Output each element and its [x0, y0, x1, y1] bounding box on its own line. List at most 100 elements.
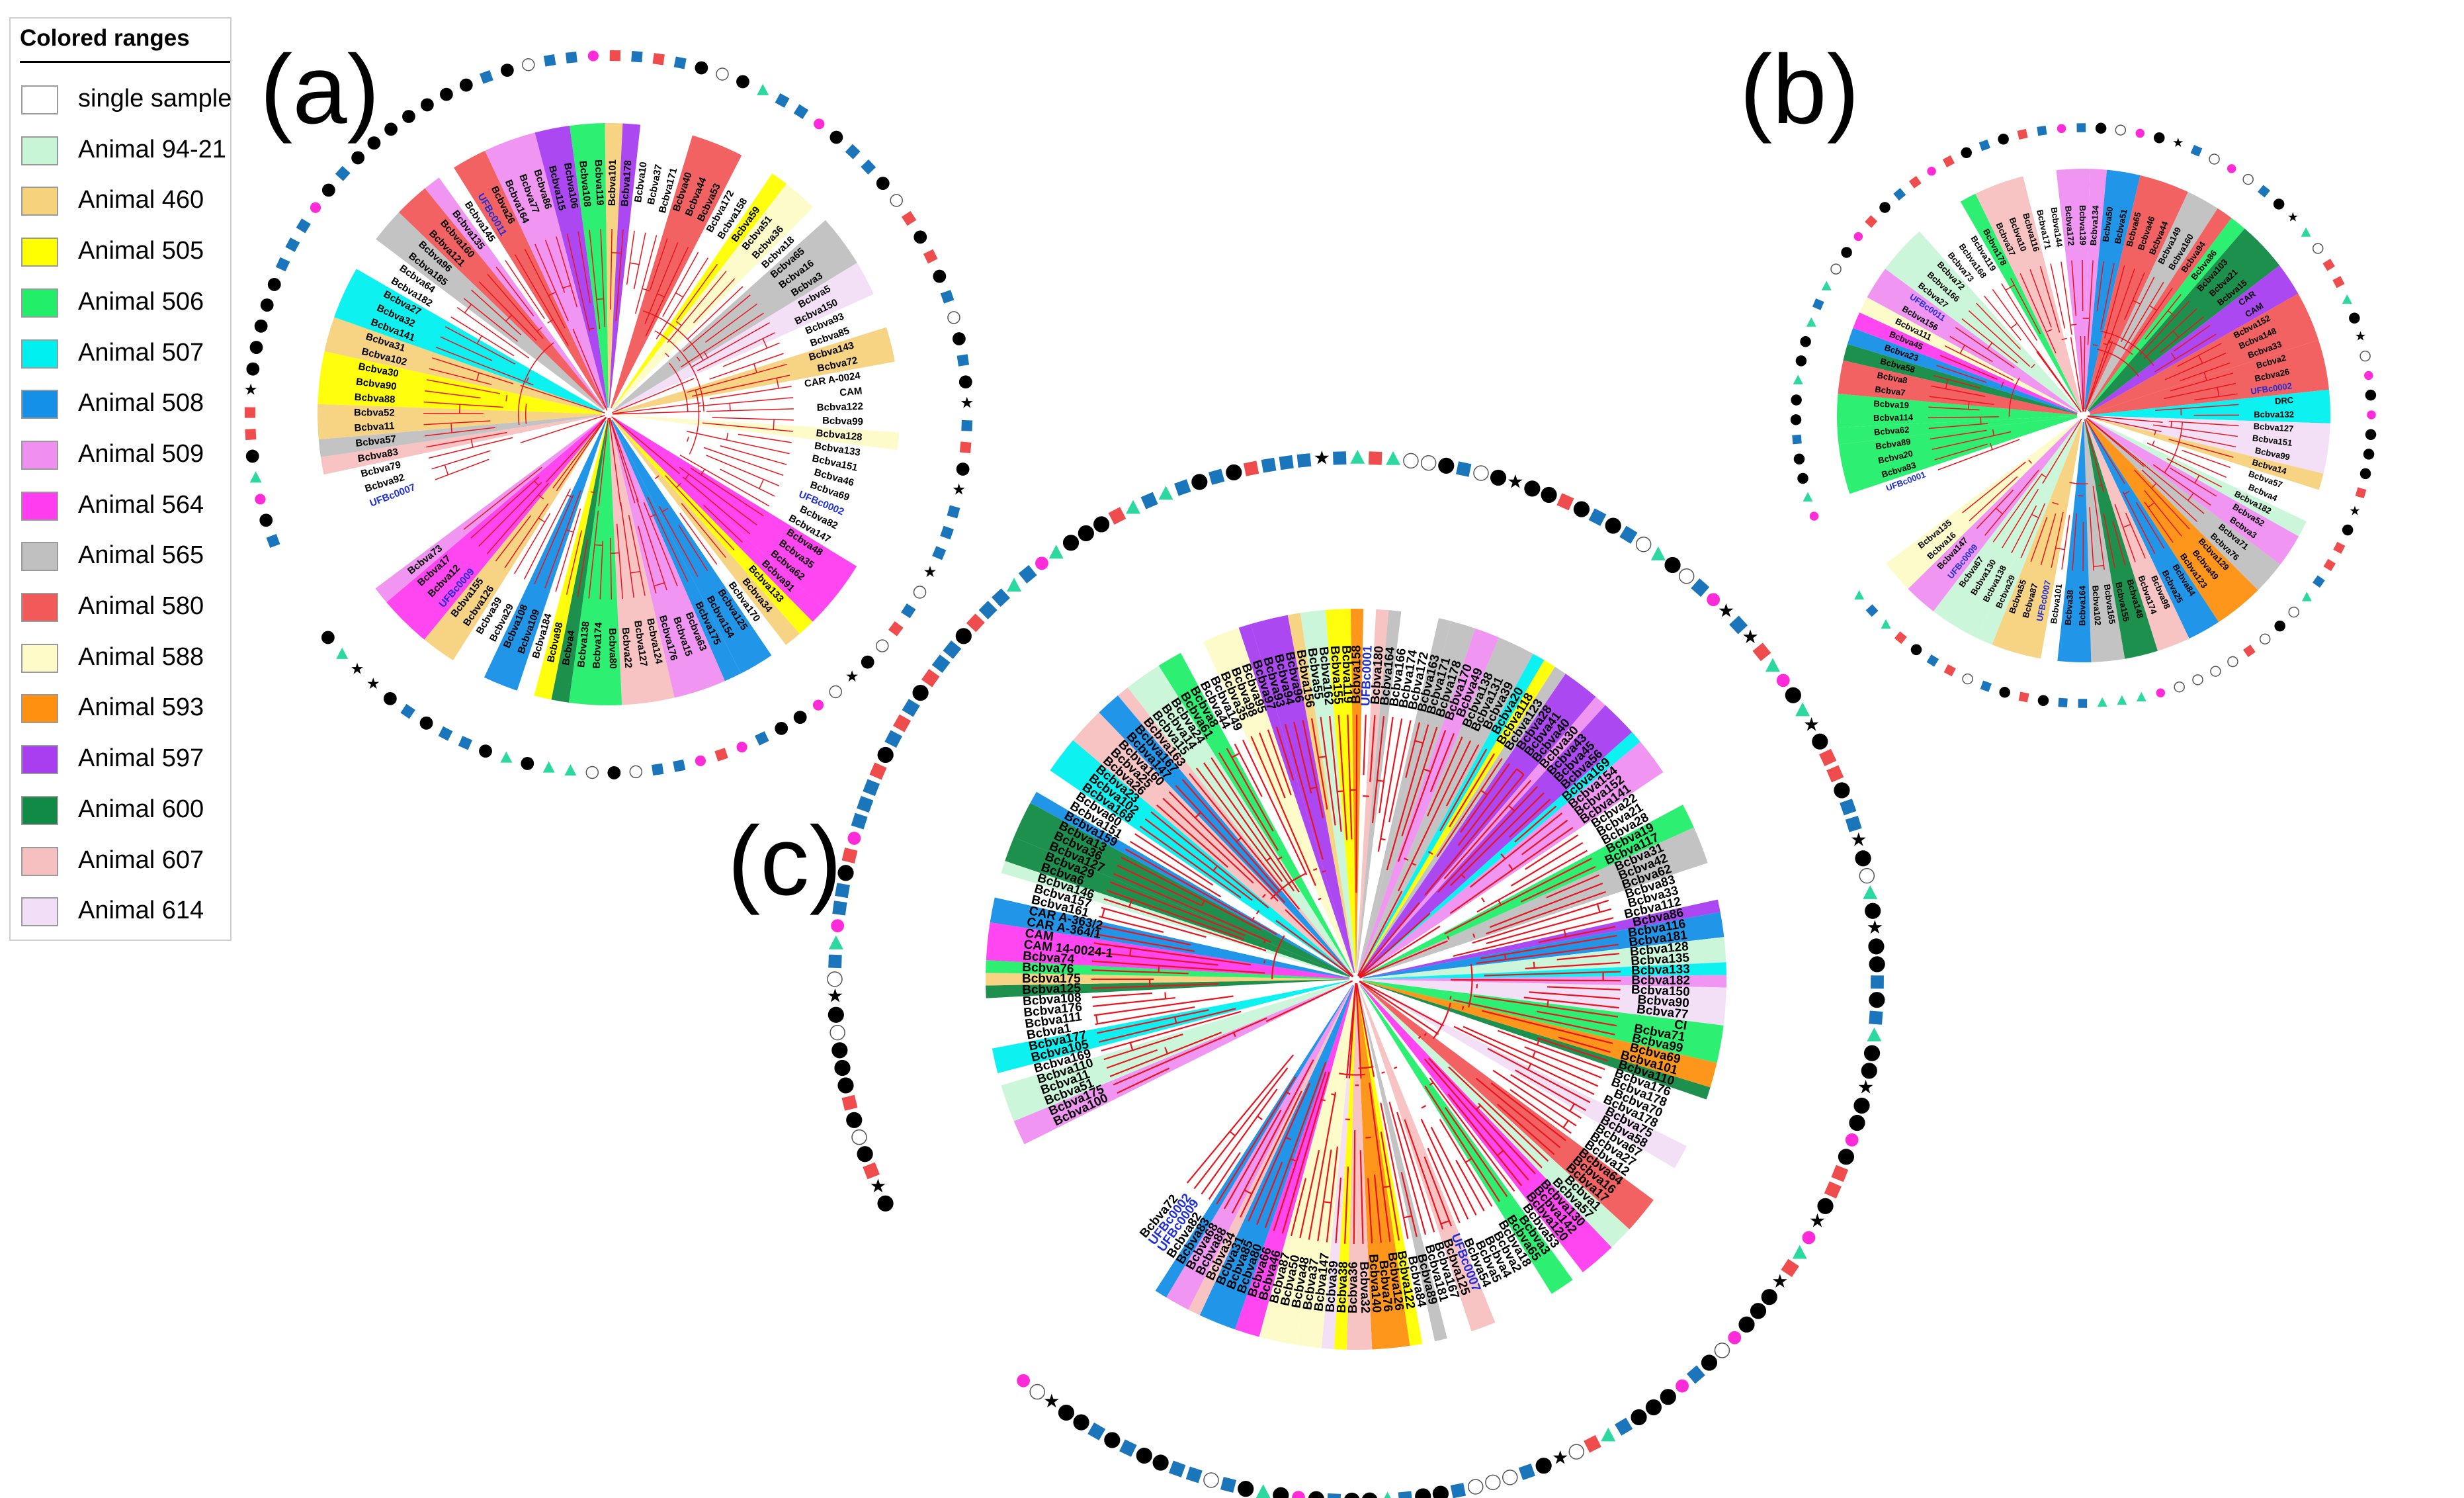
clade-arc — [1418, 1035, 1422, 1039]
clade-arc — [1980, 417, 1982, 424]
range-wedge — [1099, 695, 1352, 975]
clade-arc — [2005, 285, 2015, 291]
sample-marker — [1867, 1027, 1882, 1041]
sample-marker — [1029, 1384, 1045, 1400]
sample-marker — [1868, 938, 1885, 955]
clade-arc — [548, 291, 556, 296]
range-wedge — [1356, 985, 1410, 1350]
legend-label: single sample — [78, 85, 232, 112]
sample-marker — [943, 640, 962, 659]
sample-marker — [901, 210, 917, 226]
clade-arc — [1318, 897, 1322, 901]
sample-marker — [1556, 493, 1574, 511]
sample-marker — [2154, 132, 2165, 144]
range-wedge — [2088, 418, 2299, 565]
branch — [1259, 732, 1286, 799]
clade-arc — [1547, 1000, 1549, 1007]
tree-branches — [1091, 714, 1621, 1244]
sample-marker — [736, 75, 749, 89]
branch — [2145, 294, 2182, 339]
branch — [2152, 424, 2238, 437]
sample-marker — [1588, 508, 1607, 527]
leaf-label: Bcbva132 — [2254, 410, 2294, 419]
sample-marker — [310, 202, 321, 213]
branch — [1093, 942, 1252, 966]
clade-arc — [2164, 421, 2184, 473]
clade-arc — [1404, 858, 1409, 861]
branch — [1420, 1118, 1469, 1219]
branch — [1373, 1174, 1382, 1243]
clade-arc — [1382, 1185, 1390, 1188]
clade-arc — [753, 363, 757, 373]
range-wedge — [568, 420, 622, 705]
branch — [426, 379, 501, 394]
range-wedge — [611, 419, 742, 682]
branch — [1335, 1177, 1342, 1243]
sample-marker — [2018, 691, 2029, 703]
leaf-label: Bcbva38 — [2063, 590, 2076, 625]
sample-marker — [876, 177, 890, 190]
range-wedge — [1013, 981, 1351, 1145]
branch — [628, 515, 646, 596]
branch — [2141, 469, 2198, 523]
branch — [1168, 791, 1279, 902]
branch — [706, 455, 780, 487]
leaf-label: Bcbva150 — [1631, 983, 1690, 999]
clade-arc — [1563, 929, 1567, 937]
clade-arc — [1212, 865, 1218, 871]
branch — [2103, 265, 2125, 339]
legend-swatch — [21, 491, 58, 521]
sample-marker — [1292, 1491, 1305, 1498]
sample-marker — [695, 755, 706, 767]
branch — [2144, 502, 2174, 543]
leaf-label: Bcbva36 — [1346, 1262, 1361, 1313]
branch — [1932, 431, 2012, 451]
tree-panel-c: Bcbva100Bcbva175Bcbva51Bcbva11Bcbva110Bc… — [827, 447, 1885, 1498]
sample-marker — [2037, 695, 2049, 706]
root-branch — [520, 415, 605, 443]
leaf-label: Bcbva133 — [1631, 962, 1690, 978]
branch — [524, 248, 566, 329]
sample-marker — [2349, 312, 2360, 324]
sample-marker — [1017, 1374, 1031, 1388]
clade-arc — [701, 468, 705, 476]
sample-marker — [1785, 687, 1801, 703]
branch — [1302, 719, 1324, 818]
sample-marker — [1926, 654, 1939, 667]
root-branch — [545, 416, 607, 483]
branch — [1101, 1010, 1242, 1052]
branch — [709, 386, 792, 400]
sample-marker — [812, 699, 824, 711]
branch — [1264, 1061, 1327, 1229]
branch — [1934, 443, 1988, 461]
sample-marker — [246, 362, 260, 376]
sample-marker — [673, 56, 687, 69]
clade-arc — [1229, 1131, 1236, 1137]
range-wedge — [318, 414, 603, 457]
legend-swatch — [21, 745, 58, 775]
leaf-label: Bcbva134 — [2088, 204, 2101, 245]
sample-marker — [1308, 1491, 1324, 1498]
branch — [2141, 462, 2205, 514]
sample-marker — [1140, 492, 1158, 509]
clade-arc — [2148, 502, 2155, 508]
legend-swatch — [21, 339, 58, 369]
clade-arc — [1498, 899, 1502, 906]
branch — [1480, 934, 1617, 959]
branch — [662, 251, 699, 317]
sample-marker — [1438, 457, 1455, 474]
branch — [1091, 960, 1265, 974]
root-branch — [609, 418, 636, 504]
sample-marker: ★ — [1718, 601, 1735, 622]
sample-marker — [851, 813, 868, 830]
clade-arc — [2031, 364, 2035, 369]
branch — [534, 243, 569, 322]
legend-label: Animal 565 — [78, 541, 204, 570]
branch — [1497, 1104, 1555, 1155]
clade-arc — [1285, 1137, 1292, 1141]
range-wedge — [1357, 985, 1447, 1342]
sample-marker — [336, 647, 349, 659]
sample-marker — [1007, 578, 1022, 592]
sample-marker — [1962, 673, 1973, 685]
legend-swatch — [21, 846, 58, 876]
